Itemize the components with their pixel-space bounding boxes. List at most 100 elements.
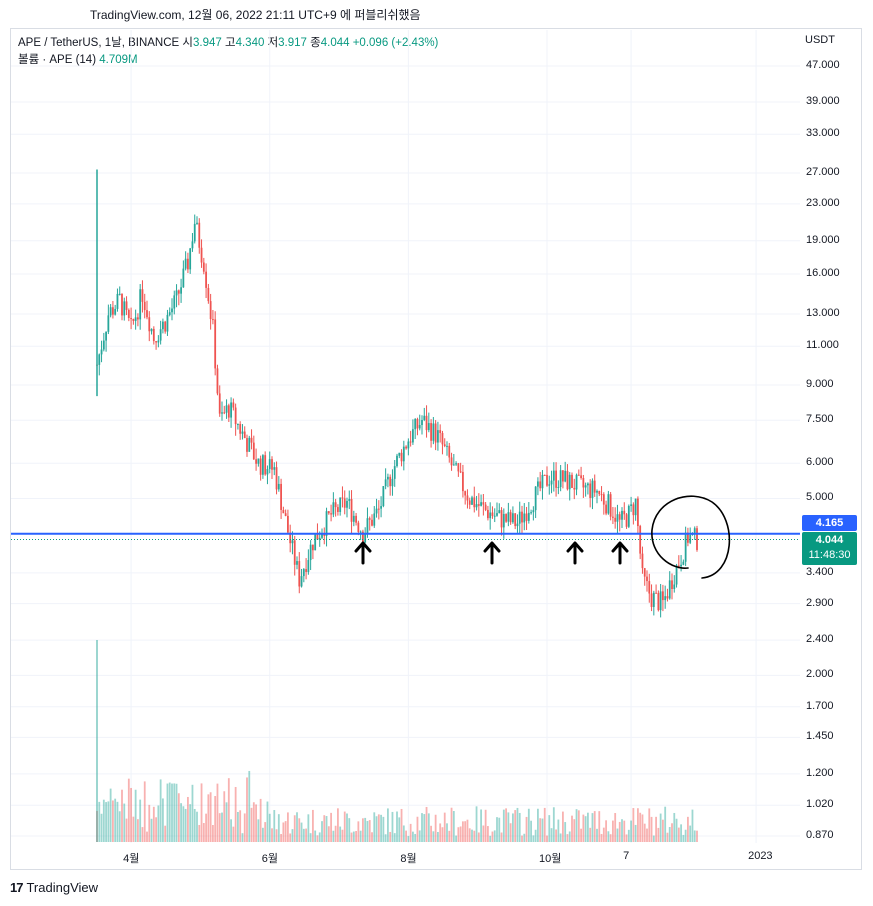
- volume-bar: [218, 813, 221, 842]
- volume-bar: [457, 827, 460, 842]
- y-tick-label: 3.400: [806, 565, 834, 578]
- candle-down: [514, 513, 517, 527]
- candle-up: [346, 500, 348, 508]
- candle-up: [241, 431, 244, 434]
- candle-down: [505, 514, 507, 522]
- volume-bar: [532, 835, 535, 842]
- candle-up: [116, 293, 119, 309]
- candle-up: [591, 480, 594, 498]
- volume-legend: 볼륨 · APE (14) 4.709M: [18, 51, 138, 67]
- candle-up: [291, 540, 294, 544]
- candle-down: [655, 592, 657, 594]
- candle-down: [371, 519, 373, 526]
- candle-down: [500, 510, 503, 528]
- candle-up: [398, 452, 401, 456]
- volume-bar: [691, 809, 694, 842]
- candle-down: [650, 593, 653, 607]
- volume-bar: [305, 828, 307, 842]
- candle-down: [216, 368, 219, 394]
- volume-bar: [693, 830, 696, 842]
- volume-bar: [230, 819, 232, 842]
- volume-bar: [427, 813, 430, 842]
- volume-bar: [239, 810, 242, 842]
- close-label: 종: [310, 37, 321, 49]
- volume-bar: [662, 819, 664, 842]
- candle-up: [559, 470, 562, 487]
- y-tick-label: 19.000: [806, 233, 840, 246]
- candle-down: [525, 513, 528, 521]
- y-tick-label: 0.870: [806, 829, 834, 841]
- volume-bar: [625, 834, 628, 842]
- line-price-value: 4.165: [815, 517, 844, 529]
- candle-down: [473, 497, 476, 508]
- volume-bar: [412, 831, 414, 842]
- symbol-title[interactable]: APE / TetherUS, 1날, BINANCE: [18, 37, 180, 49]
- candle-down: [573, 487, 576, 490]
- candle-up: [391, 478, 394, 487]
- candle-up: [107, 315, 110, 332]
- candle-down: [666, 596, 669, 599]
- volume-bar: [157, 805, 160, 842]
- volume-bar: [416, 816, 419, 842]
- volume-bar: [291, 829, 294, 842]
- volume-bar: [652, 835, 655, 842]
- volume-bar: [350, 832, 353, 842]
- volume-bar: [537, 808, 539, 842]
- volume-bar: [525, 816, 528, 842]
- candle-up: [452, 464, 455, 466]
- candle-down: [509, 512, 512, 523]
- volume-bar: [657, 827, 660, 842]
- volume-bar: [259, 798, 262, 842]
- volume-label[interactable]: 볼륨 · APE (14): [18, 54, 97, 66]
- volume-bar: [689, 825, 692, 842]
- last-price-value: 4.044: [815, 534, 844, 546]
- candle-up: [512, 513, 514, 523]
- candle-up: [380, 506, 382, 509]
- volume-bar: [209, 792, 212, 842]
- candle-up: [184, 258, 187, 269]
- arrow-up-icon: [566, 541, 584, 565]
- candle-down: [198, 222, 201, 248]
- volume-bar: [107, 801, 110, 842]
- volume-bar: [400, 808, 403, 842]
- candle-down: [234, 407, 237, 425]
- candle-up: [139, 289, 142, 320]
- candle-down: [609, 494, 612, 517]
- candle-up: [257, 458, 260, 464]
- volume-bar: [214, 796, 217, 842]
- candle-up: [427, 423, 430, 431]
- candle-up: [550, 480, 553, 485]
- currency-label[interactable]: USDT: [805, 34, 835, 46]
- volume-bar: [673, 812, 676, 842]
- candle-up: [684, 532, 687, 562]
- volume-bar: [634, 824, 637, 842]
- candle-down: [350, 499, 353, 522]
- volume-bar: [325, 816, 328, 842]
- candle-down: [441, 433, 444, 445]
- last-price-tag: 4.044 11:48:30: [802, 532, 857, 565]
- footer[interactable]: 17 TradingView: [10, 880, 98, 895]
- candle-down: [143, 301, 146, 311]
- candle-down: [202, 262, 205, 272]
- volume-bar: [391, 811, 394, 842]
- volume-bar: [205, 813, 207, 842]
- candle-down: [625, 514, 628, 527]
- candle-down: [214, 319, 217, 369]
- candle-down: [252, 442, 255, 460]
- volume-bar: [277, 814, 280, 842]
- candle-down: [466, 495, 469, 501]
- x-tick-label: 8월: [400, 853, 417, 865]
- candle-down: [546, 474, 548, 486]
- volume-bar: [607, 831, 610, 842]
- volume-bar: [466, 819, 469, 842]
- candle-up: [230, 402, 232, 418]
- open-label: 시: [182, 37, 193, 49]
- candle-down: [543, 474, 546, 476]
- volume-bar: [280, 833, 282, 842]
- candle-up: [659, 591, 662, 611]
- candle-up: [248, 437, 251, 452]
- candle-down: [337, 507, 339, 512]
- candle-up: [541, 474, 544, 489]
- volume-bar: [684, 829, 687, 842]
